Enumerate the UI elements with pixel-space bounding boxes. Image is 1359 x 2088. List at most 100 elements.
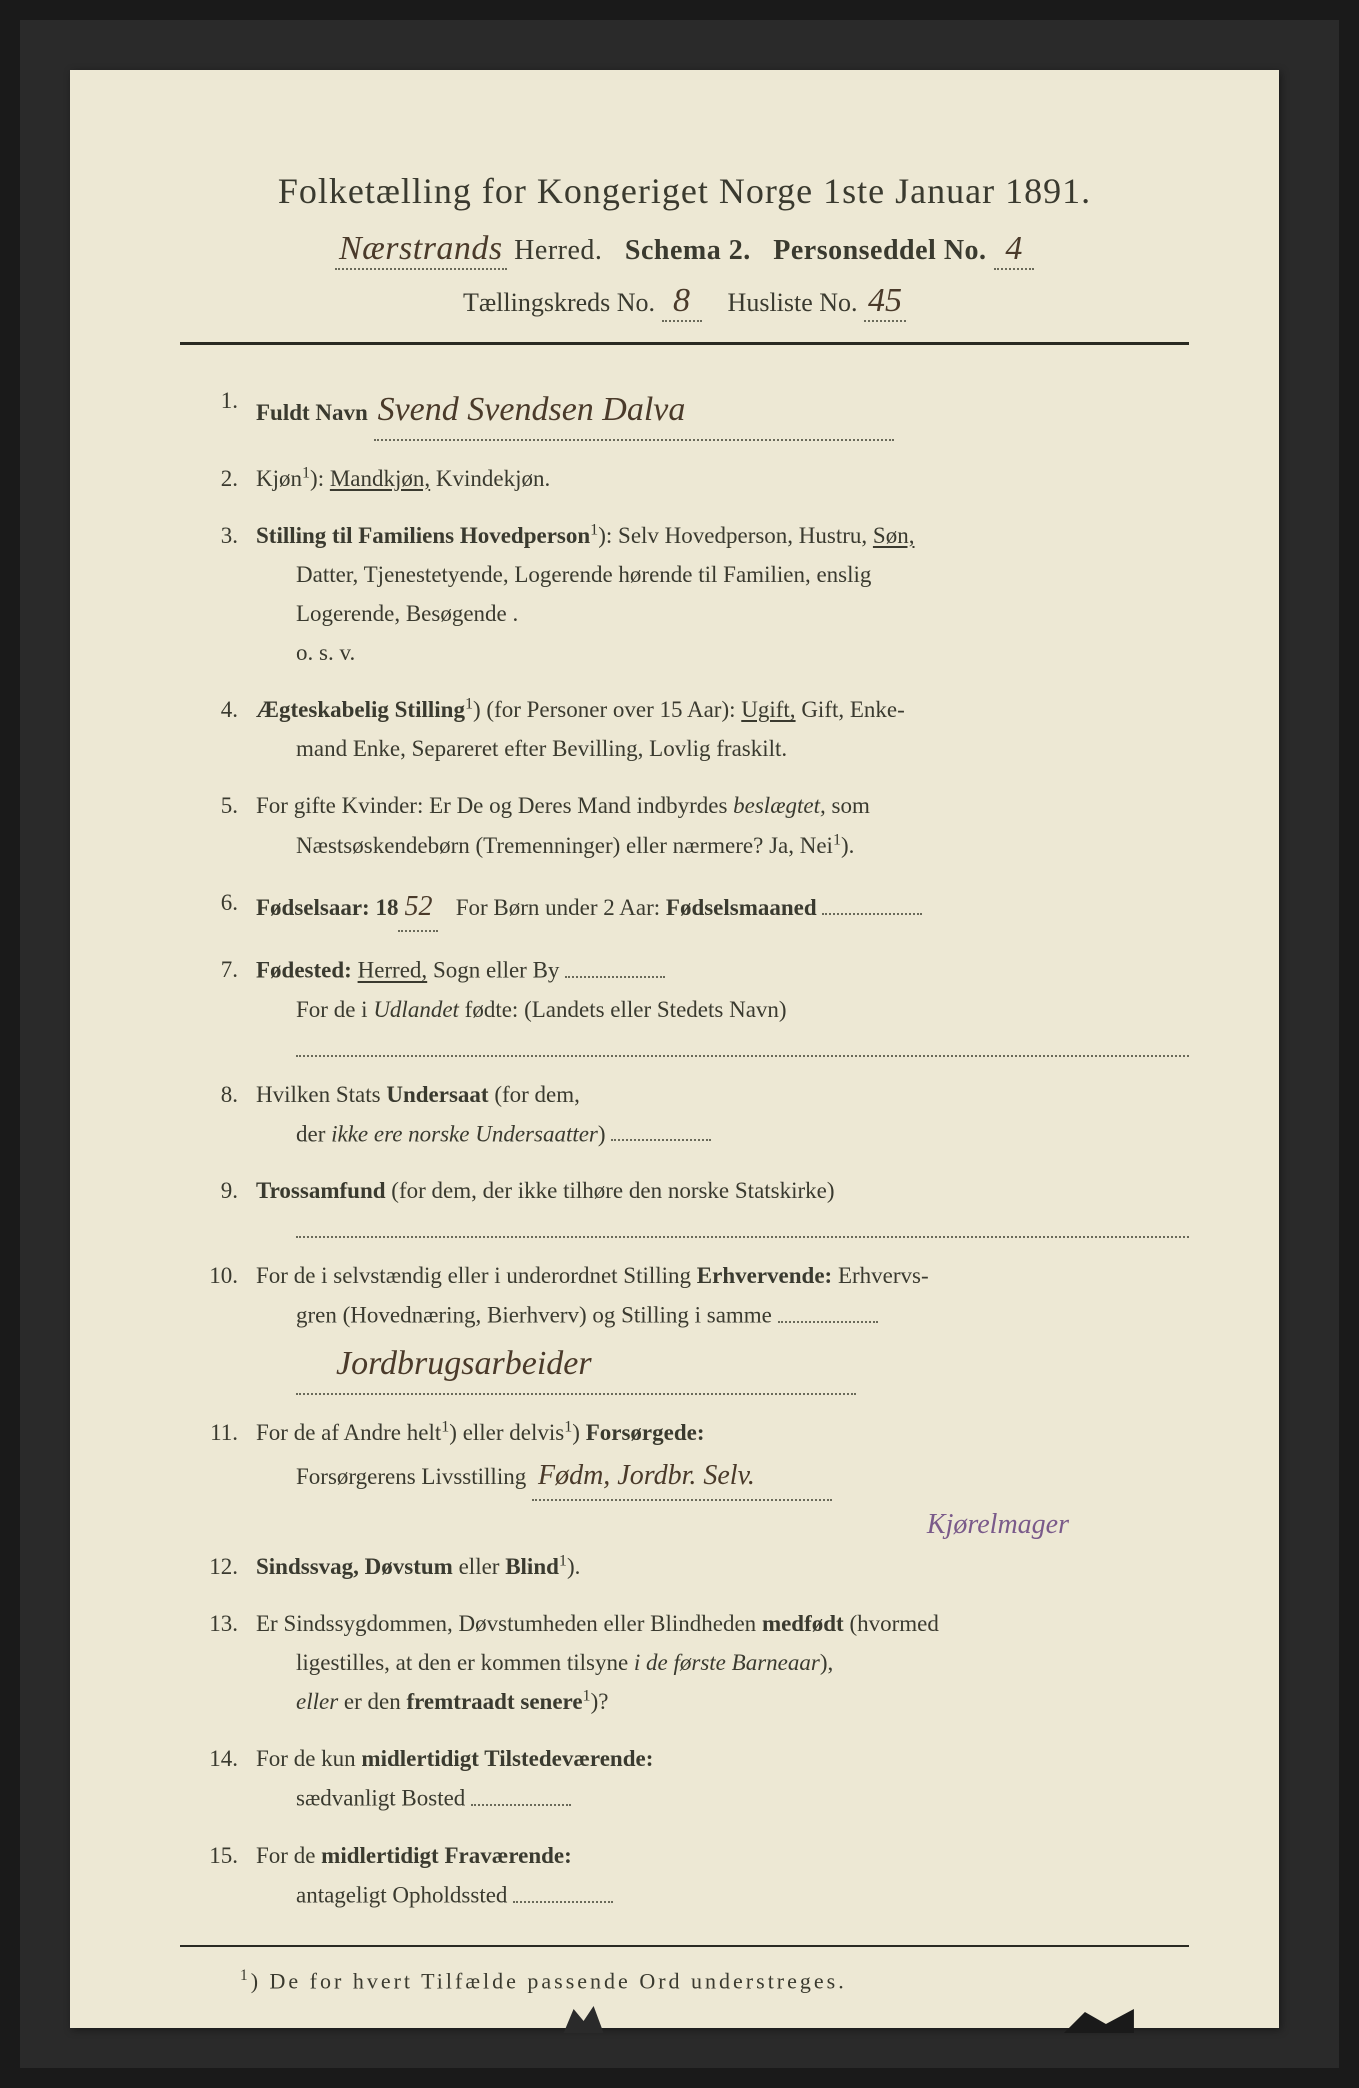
item-num: 15.: [200, 1836, 256, 1875]
item-10: 10. For de i selvstændig eller i underor…: [200, 1256, 1189, 1395]
bold2: Blind: [505, 1554, 559, 1579]
footnote-sup: 1: [240, 1967, 251, 1984]
text2: som: [832, 793, 870, 818]
tkreds-label: Tællingskreds No.: [463, 288, 655, 317]
bold1: Erhvervende:: [697, 1263, 832, 1288]
label1: For gifte Kvinder:: [256, 793, 423, 818]
sup: 1: [465, 696, 473, 713]
bold1: Forsørgede:: [586, 1420, 705, 1445]
label-pre: Kjøn: [256, 466, 302, 491]
schema-label: Schema 2.: [625, 235, 751, 266]
text1: Er Sindssygdommen, Døvstumheden eller Bl…: [256, 1611, 756, 1636]
option-ugift: Ugift,: [741, 697, 795, 722]
line1: Hvilken Stats: [256, 1082, 381, 1107]
cont1: gren (Hovednæring, Bierhverv) og Stillin…: [256, 1295, 1189, 1335]
husliste-no: 45: [864, 282, 906, 322]
abroad-blank: [296, 1029, 1189, 1057]
item-12: 12. Sindssvag, Døvstum eller Blind1).: [200, 1547, 1189, 1586]
cont1: Næstsøskendebørn (Tremenninger) eller næ…: [256, 826, 1189, 865]
text1: For de: [256, 1843, 315, 1868]
label-mid: ) (for Personer over 15 Aar):: [473, 697, 736, 722]
item-num: 7.: [200, 950, 256, 989]
item-6: 6. Fødselsaar: 1852 For Børn under 2 Aar…: [200, 883, 1189, 933]
option-herred: Herred,: [358, 958, 428, 983]
text1: (for dem, der ikke tilhøre den norske St…: [391, 1178, 834, 1203]
item-11: 11. For de af Andre helt1) eller delvis1…: [200, 1413, 1189, 1549]
bold1: midlertidigt Fraværende:: [321, 1843, 572, 1868]
bold1: midlertidigt Tilstedeværende:: [361, 1746, 653, 1771]
label1: Fødested:: [256, 958, 352, 983]
item-num: 2.: [200, 459, 256, 498]
label1: Fødselsaar: 18: [256, 895, 398, 920]
rest: Sogn eller By: [433, 958, 560, 983]
item-num: 1.: [200, 381, 256, 420]
provider-value: Fødm, Jordbr. Selv.: [532, 1452, 832, 1502]
label-pre: Stilling til Familiens Hovedperson: [256, 523, 590, 548]
paper-tear-icon: [554, 2003, 604, 2033]
line1b: (for dem,: [494, 1082, 580, 1107]
item-num: 3.: [200, 516, 256, 555]
footnote: 1) De for hvert Tilfælde passende Ord un…: [180, 1967, 1189, 1994]
cont2: eller er den fremtraadt senere1)?: [256, 1682, 1189, 1721]
text2: (hvormed: [849, 1611, 938, 1636]
cont1: der ikke ere norske Undersaatter): [256, 1114, 1189, 1154]
cont2: Logerende, Besøgende .: [256, 594, 1189, 633]
paper-tear-icon: [1064, 2003, 1134, 2033]
text1: For de i selvstændig eller i underordnet…: [256, 1263, 691, 1288]
fullname-value: Svend Svendsen Dalva: [374, 381, 894, 441]
item-3: 3. Stilling til Familiens Hovedperson1):…: [200, 516, 1189, 672]
form-body: 1. Fuldt Navn Svend Svendsen Dalva 2. Kj…: [180, 381, 1189, 1915]
usual-residence-blank: [471, 1778, 571, 1806]
text2: Erhvervs-: [838, 1263, 929, 1288]
birthyear-value: 52: [398, 883, 438, 933]
tkreds-no: 8: [662, 282, 702, 322]
label-pre: Ægteskabelig Stilling: [256, 697, 465, 722]
label-post: ):: [598, 523, 612, 548]
whereabouts-blank: [513, 1875, 613, 1903]
religion-blank: [296, 1210, 1189, 1238]
item-1: 1. Fuldt Navn Svend Svendsen Dalva: [200, 381, 1189, 441]
cont1: Forsørgerens Livsstilling Fødm, Jordbr. …: [256, 1452, 1189, 1502]
option-kvindekjon: Kvindekjøn.: [436, 466, 550, 491]
label3: Fødselsmaaned: [666, 895, 817, 920]
item-num: 6.: [200, 883, 256, 922]
item-num: 13.: [200, 1604, 256, 1643]
personseddel-no: 4: [994, 230, 1034, 270]
item-num: 10.: [200, 1256, 256, 1295]
text1: eller: [459, 1554, 500, 1579]
page-title: Folketælling for Kongeriget Norge 1ste J…: [180, 170, 1189, 212]
cont1: ligestilles, at den er kommen tilsyne i …: [256, 1643, 1189, 1682]
census-form-paper: Folketælling for Kongeriget Norge 1ste J…: [70, 70, 1279, 2028]
item-num: 5.: [200, 786, 256, 825]
herred-label: Herred.: [514, 235, 602, 266]
bold1: Undersaat: [386, 1082, 488, 1107]
line1: Selv Hovedperson, Hustru,: [618, 523, 867, 548]
item-2: 2. Kjøn1): Mandkjøn, Kvindekjøn.: [200, 459, 1189, 498]
provider-value2: Kjørelmager: [256, 1501, 1189, 1549]
label2: For Børn under 2 Aar:: [456, 895, 660, 920]
cont1: For de i Udlandet fødte: (Landets eller …: [256, 990, 1189, 1029]
text1: For de kun: [256, 1746, 356, 1771]
cont1: sædvanligt Bosted: [256, 1778, 1189, 1818]
sup: 1: [302, 464, 310, 481]
item-5: 5. For gifte Kvinder: Er De og Deres Man…: [200, 786, 1189, 864]
bold1: Sindssvag, Døvstum: [256, 1554, 453, 1579]
citizen-blank: [611, 1114, 711, 1142]
header-line-1: Nærstrands Herred. Schema 2. Personsedde…: [180, 230, 1189, 270]
cont1: antageligt Opholdssted: [256, 1875, 1189, 1915]
header-rule: [180, 342, 1189, 345]
label: Fuldt Navn: [256, 400, 368, 425]
options-rest: Gift, Enke-: [801, 697, 904, 722]
cont1: Datter, Tjenestetyende, Logerende hørend…: [256, 555, 1189, 594]
item-num: 14.: [200, 1739, 256, 1778]
item-8: 8. Hvilken Stats Undersaat (for dem, der…: [200, 1075, 1189, 1154]
cont3: o. s. v.: [256, 633, 1189, 672]
item-7: 7. Fødested: Herred, Sogn eller By For d…: [200, 950, 1189, 1056]
occupation-value: Jordbrugsarbeider: [296, 1335, 856, 1395]
birthmonth-blank: [822, 887, 922, 915]
item-13: 13. Er Sindssygdommen, Døvstumheden elle…: [200, 1604, 1189, 1721]
footnote-text: ) De for hvert Tilfælde passende Ord und…: [251, 1968, 847, 1993]
bold1: medfødt: [762, 1611, 844, 1636]
birthplace-blank: [565, 950, 665, 978]
item-num: 12.: [200, 1547, 256, 1586]
